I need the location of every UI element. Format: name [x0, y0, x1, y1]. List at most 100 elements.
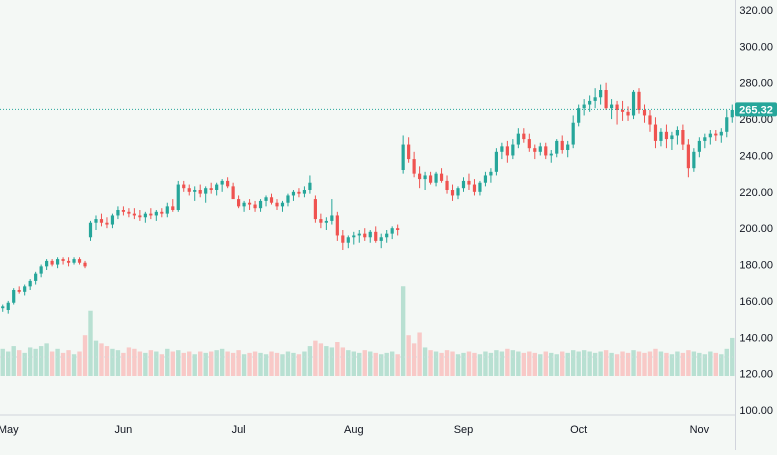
candle-body — [269, 197, 274, 203]
volume-bar — [477, 354, 483, 376]
candle-body — [215, 184, 219, 190]
volume-bar — [104, 346, 110, 376]
volume-bar — [549, 352, 554, 376]
last-price-label: 265.32 — [735, 102, 777, 117]
candle-body — [220, 180, 224, 185]
candle-body — [55, 259, 60, 265]
volume-bar — [455, 354, 461, 376]
volume-bar — [252, 351, 258, 376]
volume-bar — [351, 351, 356, 376]
volume-bar — [697, 352, 702, 376]
volume-bar — [647, 351, 653, 376]
candle-body — [593, 97, 597, 101]
volume-bar — [433, 351, 439, 376]
candle-body — [522, 133, 526, 140]
candle-body — [237, 199, 241, 207]
volume-bar — [225, 351, 230, 376]
candle-body — [620, 110, 625, 112]
candle-body — [670, 135, 674, 140]
candle-body — [428, 175, 433, 183]
candle-body — [516, 133, 520, 145]
last-price-box — [735, 102, 777, 117]
candle-body — [83, 262, 87, 267]
x-axis-ticks: MayJunJulAugSepOctNovDec — [0, 424, 710, 436]
volume-bar — [121, 352, 126, 376]
volume-bar — [389, 351, 395, 376]
volume-bar — [44, 343, 49, 376]
y-tick-label: 180.00 — [739, 260, 773, 272]
volume-bar — [708, 351, 713, 376]
y-tick-label: 280.00 — [739, 78, 773, 90]
candle-body — [50, 260, 54, 265]
volume-bar — [176, 350, 181, 376]
candle-body — [456, 188, 460, 196]
candle-body — [341, 235, 345, 243]
candle-body — [599, 90, 603, 98]
volume-bar — [620, 351, 625, 376]
volume-bar — [219, 348, 225, 376]
candle-body — [94, 219, 98, 223]
candle-body — [511, 144, 515, 156]
volume-bar — [702, 354, 708, 376]
candle-body — [659, 131, 663, 141]
volume-bar — [603, 350, 609, 376]
volume-bar — [269, 351, 274, 376]
volume-bar — [653, 348, 658, 376]
volume-bar — [340, 347, 346, 376]
candle-body — [105, 222, 109, 225]
volume-bar — [609, 352, 614, 376]
candle-body — [352, 235, 356, 238]
candle-body — [88, 222, 93, 238]
volume-bar — [472, 352, 477, 376]
candle-body — [719, 131, 723, 136]
candle-body — [582, 104, 586, 109]
volume-bar — [565, 352, 570, 376]
volume-bar — [159, 354, 165, 376]
candle-body — [555, 140, 559, 154]
volume-bar — [669, 354, 675, 376]
candle-body — [110, 215, 115, 225]
volume-bar — [691, 351, 697, 376]
candle-body — [138, 215, 142, 218]
volume-bar — [411, 343, 417, 376]
candle-body — [653, 124, 658, 141]
candle-body — [675, 130, 680, 136]
candles — [1, 82, 734, 314]
candle-body — [6, 302, 10, 310]
candle-body — [505, 146, 509, 156]
candle-body — [77, 259, 82, 263]
candle-body — [697, 140, 701, 152]
candle-body — [527, 139, 531, 149]
volume-bar — [554, 354, 559, 376]
candle-body — [368, 231, 372, 238]
volume-bar — [642, 352, 647, 376]
volume-bars — [0, 286, 735, 376]
candle-body — [544, 146, 548, 156]
candle-body — [193, 190, 197, 192]
volume-bar — [516, 351, 521, 376]
volume-bar — [132, 348, 137, 376]
x-tick-label: May — [0, 424, 19, 436]
x-tick-label: Oct — [570, 424, 587, 436]
volume-bar — [313, 340, 318, 376]
volume-bar — [192, 354, 197, 376]
candle-body — [379, 237, 383, 241]
last-price-value: 265.32 — [739, 104, 773, 116]
volume-bar — [521, 352, 527, 376]
candle-body — [132, 213, 136, 216]
volume-bar — [181, 352, 186, 376]
y-tick-label: 320.00 — [739, 5, 773, 17]
candle-body — [160, 211, 164, 214]
candle-body — [363, 233, 367, 238]
volume-bar — [154, 351, 159, 376]
candle-body — [12, 290, 16, 303]
candle-body — [588, 100, 592, 105]
candle-body — [247, 202, 252, 205]
candle-body — [72, 259, 76, 263]
volume-bar — [444, 350, 450, 376]
x-tick-label: Sep — [454, 424, 474, 436]
candle-body — [489, 171, 493, 176]
candle-body — [423, 175, 427, 180]
volume-bar — [499, 351, 505, 376]
